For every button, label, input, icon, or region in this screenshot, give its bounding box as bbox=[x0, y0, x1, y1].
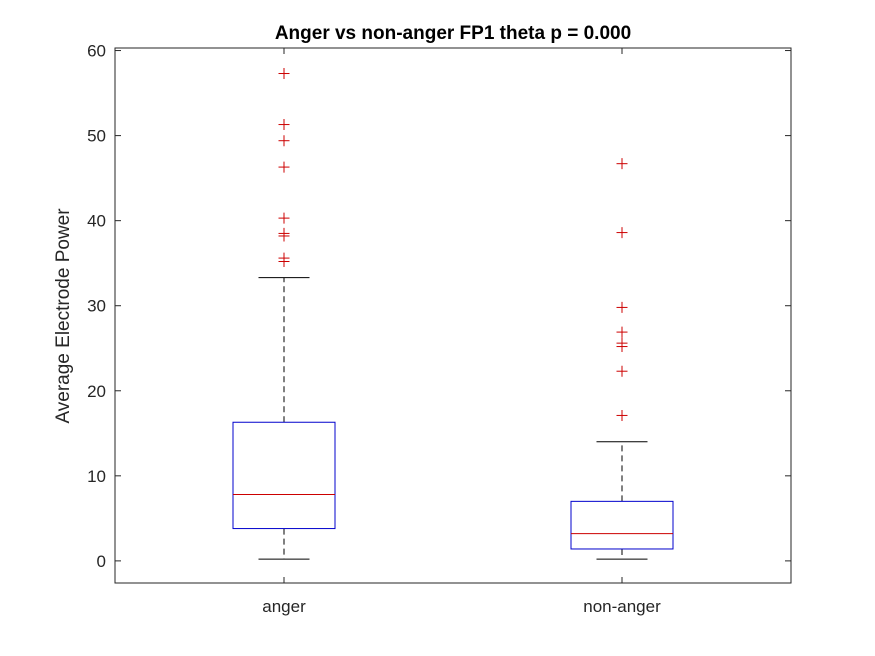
outlier-marker bbox=[616, 365, 628, 377]
outlier-marker bbox=[278, 212, 290, 224]
outlier-marker bbox=[278, 161, 290, 173]
outlier-marker bbox=[616, 301, 628, 313]
y-tick-label: 10 bbox=[87, 467, 106, 486]
axes-frame bbox=[114, 47, 792, 584]
box-group-anger bbox=[232, 68, 336, 560]
iqr-box bbox=[570, 500, 674, 550]
y-axis-label: Average Electrode Power bbox=[53, 208, 74, 424]
y-tick-label: 20 bbox=[87, 382, 106, 401]
iqr-box bbox=[232, 421, 336, 530]
outlier-marker bbox=[616, 326, 628, 338]
outlier-marker bbox=[278, 68, 290, 80]
chart-title: Anger vs non-anger FP1 theta p = 0.000 bbox=[275, 23, 631, 44]
y-tick-label: 60 bbox=[87, 42, 106, 61]
outlier-marker bbox=[278, 119, 290, 131]
plot-area: 0 10 20 30 40 50 60 anger non-anger bbox=[87, 42, 792, 616]
y-tick-label: 50 bbox=[87, 127, 106, 146]
outlier-marker bbox=[278, 227, 290, 239]
outlier-marker bbox=[278, 252, 290, 264]
outlier-marker bbox=[278, 135, 290, 147]
y-tick-label: 40 bbox=[87, 212, 106, 231]
outlier-marker bbox=[616, 409, 628, 421]
y-tick-label: 0 bbox=[97, 552, 106, 571]
x-tick-label: anger bbox=[262, 597, 306, 616]
outlier-marker bbox=[616, 158, 628, 170]
x-tick-label: non-anger bbox=[583, 597, 661, 616]
outlier-marker bbox=[616, 227, 628, 239]
outlier-marker bbox=[616, 337, 628, 349]
box-group-non-anger bbox=[570, 158, 674, 560]
y-tick-label: 30 bbox=[87, 297, 106, 316]
